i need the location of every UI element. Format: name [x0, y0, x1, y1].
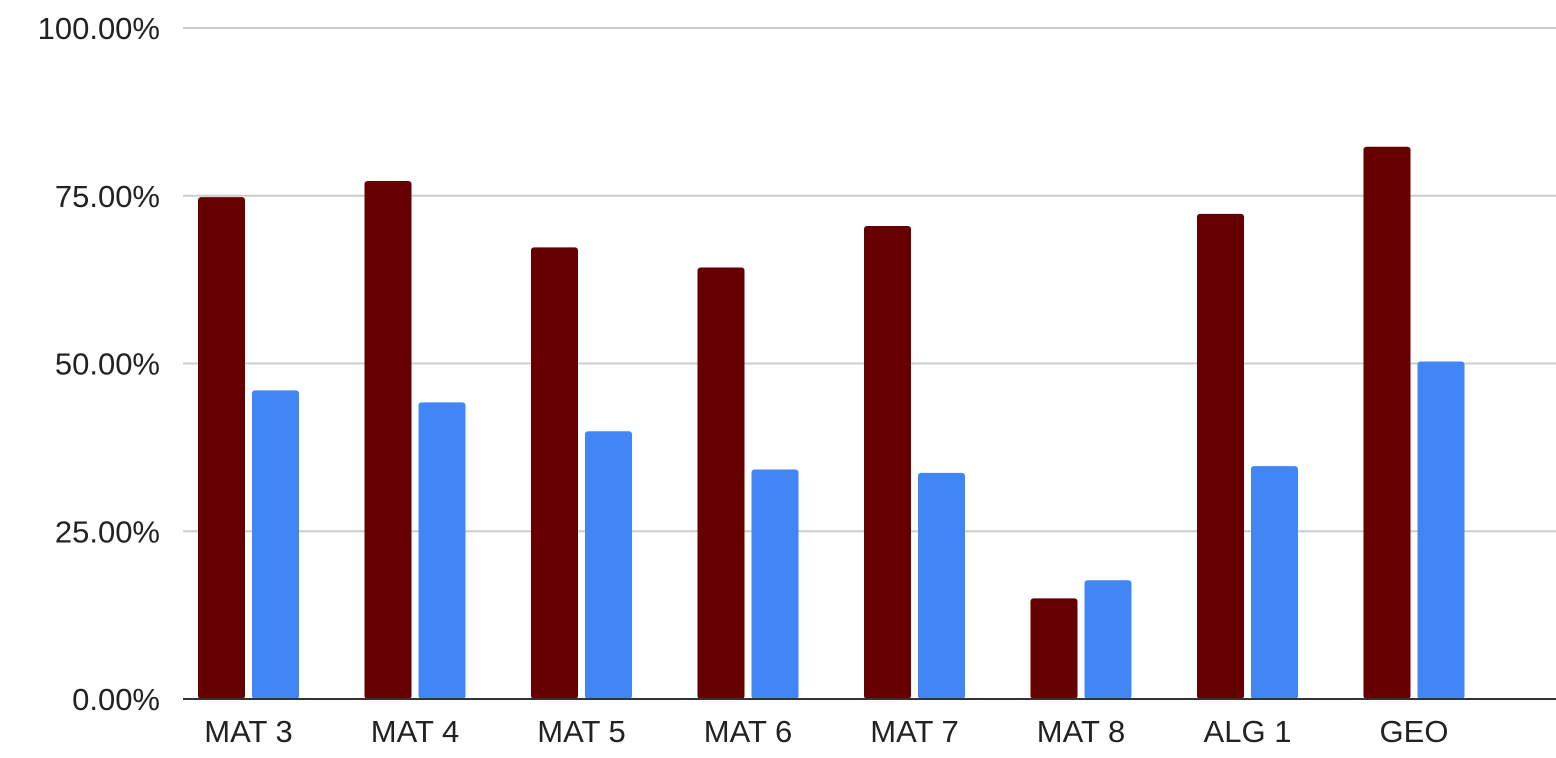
bar-series-1-mat-8 [1030, 598, 1078, 699]
bar-series-1-mat-3 [198, 197, 245, 700]
y-tick-label: 100.00% [38, 11, 160, 46]
bar-series-1-mat-6 [697, 267, 745, 699]
bar-series-2-mat-8 [1084, 580, 1132, 699]
bar-series-2-mat-6 [751, 469, 799, 699]
x-tick-label: MAT 6 [704, 714, 792, 749]
x-tick-label: MAT 5 [537, 714, 625, 749]
bar-series-2-geo [1417, 361, 1465, 699]
x-tick-label: MAT 7 [870, 714, 958, 749]
bar-series-2-mat-3 [252, 390, 299, 699]
bar-series-1-mat-7 [864, 225, 911, 699]
y-tick-label: 25.00% [55, 514, 160, 549]
bar-series-1-geo [1363, 146, 1411, 700]
x-tick-label: MAT 3 [204, 714, 292, 749]
y-tick-label: 50.00% [55, 347, 160, 382]
bar-series-2-alg-1 [1251, 466, 1298, 699]
bar-series-2-mat-4 [418, 402, 466, 699]
bar-series-1-mat-5 [531, 247, 578, 700]
y-tick-label: 75.00% [55, 179, 160, 214]
bar-series-1-mat-4 [364, 180, 412, 699]
y-tick-label: 0.00% [72, 682, 160, 717]
bar-series-1-alg-1 [1197, 213, 1244, 699]
bars [198, 146, 1465, 700]
x-axis-ticks: MAT 3 MAT 4 MAT 5 MAT 6 MAT 7 MAT 8 ALG 1 GEO [204, 714, 1448, 749]
x-tick-label: GEO [1380, 714, 1449, 749]
y-axis-ticks: 0.00% 25.00% 50.00% 75.00% 100.00% [38, 11, 160, 717]
x-tick-label: MAT 4 [371, 714, 459, 749]
x-tick-label: MAT 8 [1037, 714, 1125, 749]
x-tick-label: ALG 1 [1204, 714, 1292, 749]
bar-series-2-mat-5 [585, 431, 632, 699]
bar-series-2-mat-7 [918, 472, 965, 699]
